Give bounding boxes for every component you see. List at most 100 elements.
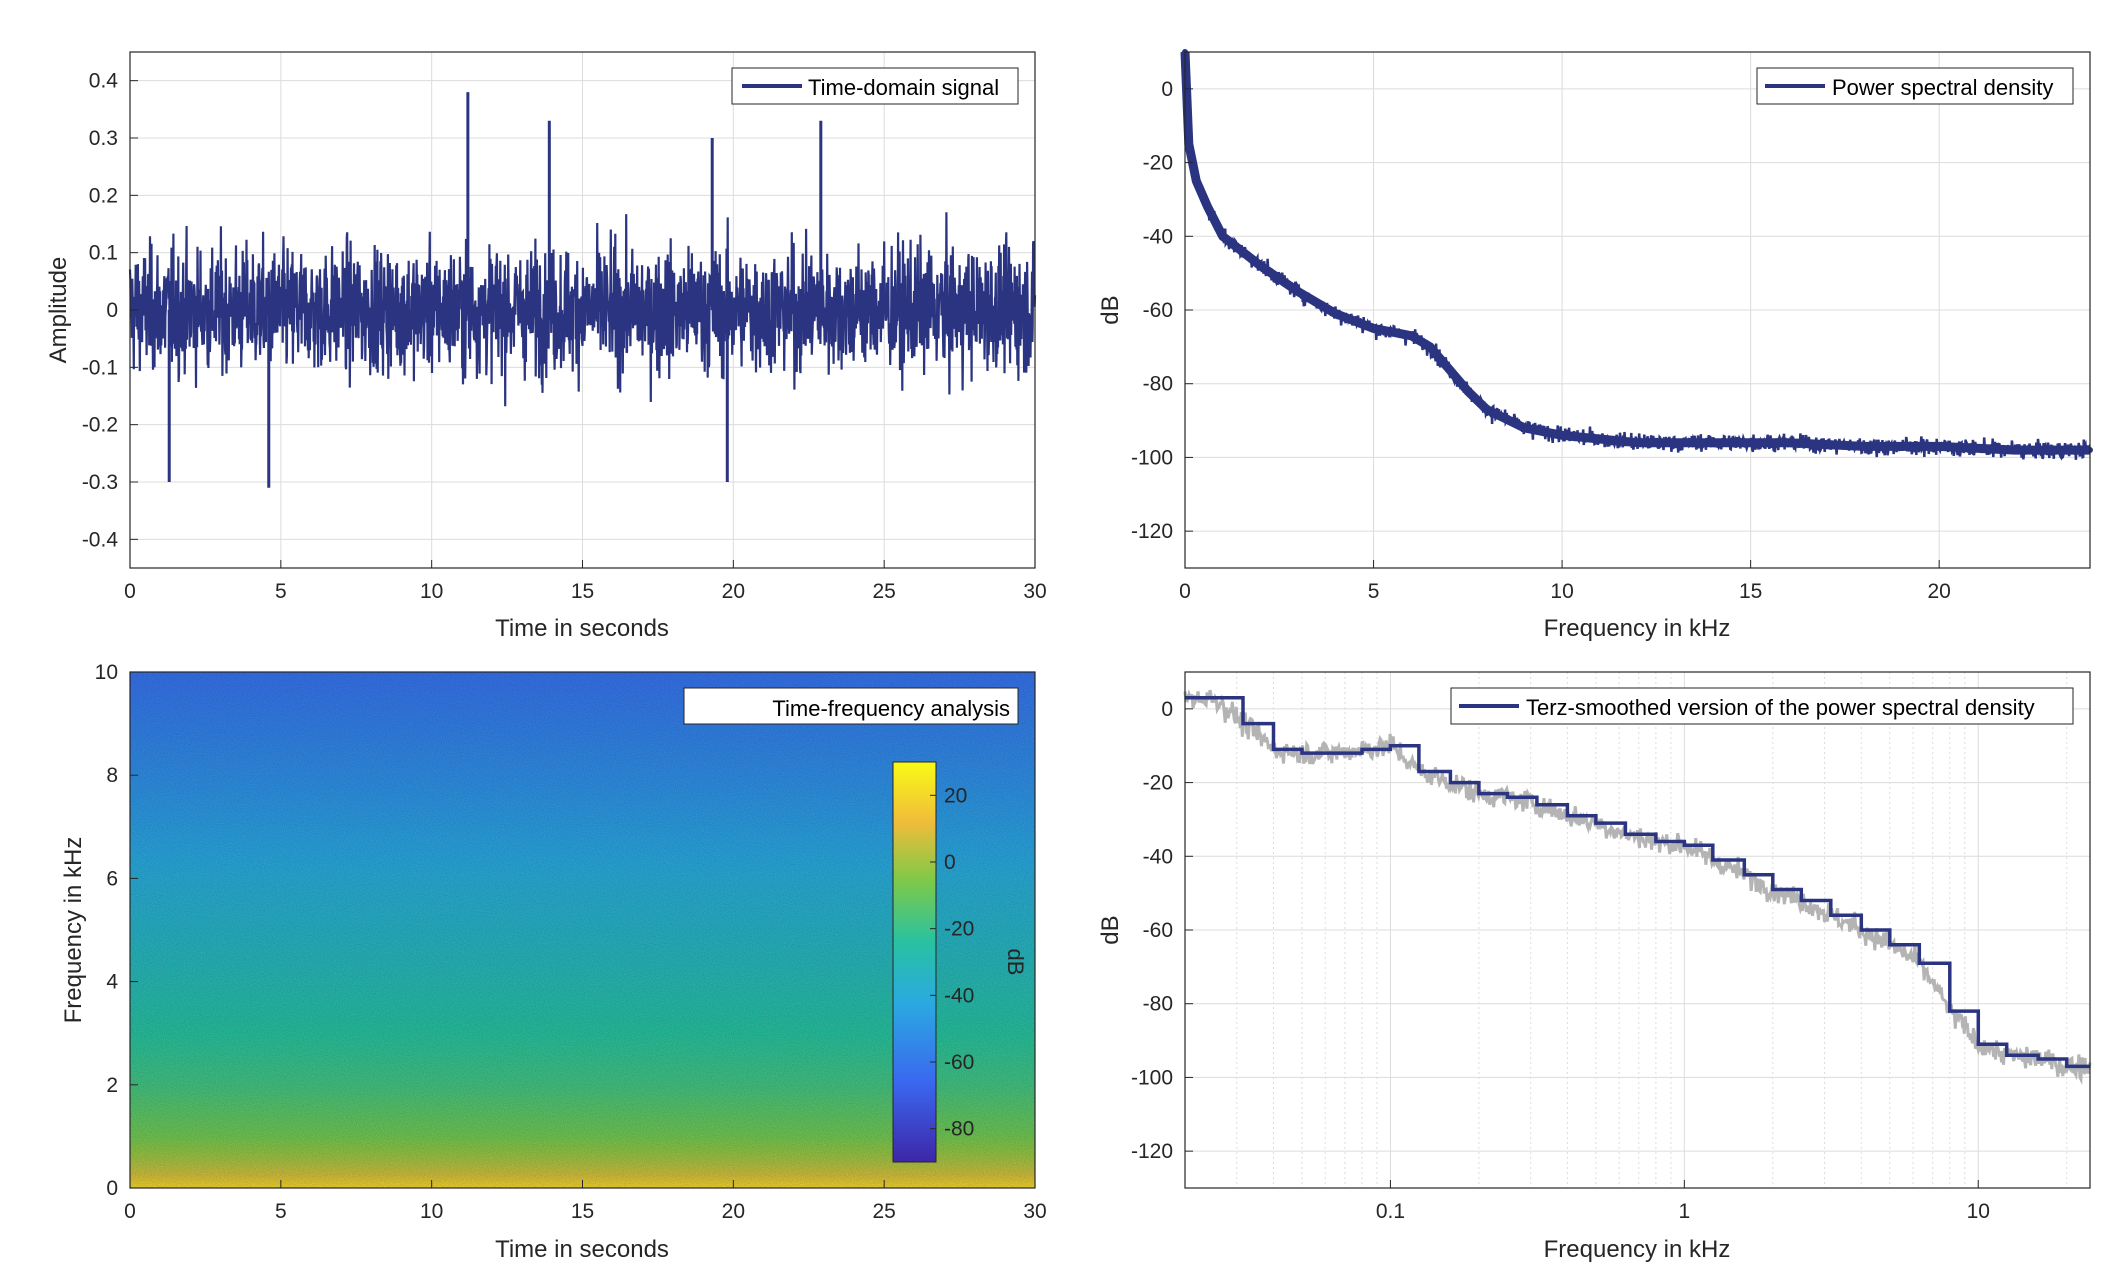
psd-point [1408,333,1414,339]
y-tick-label: 0.3 [89,127,118,150]
y-tick-label: -20 [1143,152,1173,175]
psd-point [1785,440,1791,446]
psd-point [1220,233,1226,239]
y-tick-label: -40 [1143,225,1173,248]
x-tick-label: 20 [722,1200,745,1223]
psd-point [1186,141,1192,147]
psd-point [1465,388,1471,394]
psd-point [1710,440,1716,446]
y-tick-label: -100 [1131,446,1173,469]
terz-series [1185,690,2090,1079]
y-tick-label: -80 [1143,373,1173,396]
y-axis-label: Frequency in kHz [60,837,87,1024]
y-tick-label: 0 [106,1177,118,1200]
y-tick-label: -60 [1143,919,1173,942]
y-tick-label: -80 [1143,993,1173,1016]
terz-step-line [1185,698,2090,1067]
y-tick-label: 0.2 [89,184,118,207]
y-tick-label: -20 [1143,772,1173,795]
legend: Power spectral density [1757,68,2073,104]
y-tick-label: 0 [106,299,118,322]
x-tick-label: 20 [722,580,745,603]
x-tick-label: 10 [1967,1200,1990,1223]
x-axis-label: Time in seconds [495,615,669,642]
x-tick-label: 10 [1550,580,1573,603]
y-tick-label: -40 [1143,845,1173,868]
x-tick-label: 0 [1179,580,1191,603]
y-tick-label: 10 [95,661,118,684]
legend: Time-frequency analysis [684,688,1018,724]
x-tick-label: 30 [1023,1200,1046,1223]
y-tick-label: 0.1 [89,242,118,265]
y-tick-label: 0.4 [89,70,119,93]
psd-point [1193,178,1199,184]
y-axis-label: dB [1097,915,1124,944]
psd-point [2012,447,2018,453]
x-tick-label: 30 [1023,580,1046,603]
y-axis-label: dB [1097,295,1124,324]
y-tick-label: -0.1 [82,356,118,379]
x-tick-label: 5 [275,580,287,603]
x-tick-label: 25 [872,580,895,603]
psd-point [1333,311,1339,317]
legend-label: Power spectral density [1832,75,2053,100]
y-tick-label: 2 [106,1074,118,1097]
raw-psd-line [1185,690,2090,1079]
colorbar-tick-label: -80 [944,1118,974,1141]
y-tick-label: 8 [106,764,118,787]
y-tick-label: -0.2 [82,414,118,437]
y-tick-label: -0.3 [82,471,118,494]
x-axis-label: Frequency in kHz [1544,615,1731,642]
colorbar-tick-label: 20 [944,784,967,807]
x-tick-label: 15 [571,1200,594,1223]
y-axis-label: Amplitude [45,257,72,364]
legend-label: Time-frequency analysis [772,696,1010,721]
chart-time-domain: 0 5 10 15 20 25 30 -0.4 -0.3 -0.2 -0.1 0 0.1 0.2 0.3 0.… [45,52,1047,642]
psd-point [1371,325,1377,331]
x-tick-label: 15 [571,580,594,603]
psd-point [1559,432,1565,438]
psd-point [1635,440,1641,446]
psd-series [1182,49,2093,460]
x-tick-label: 5 [1368,580,1380,603]
y-tick-label: -60 [1143,299,1173,322]
x-tick-label: 0 [124,580,136,603]
x-tick-label: 10 [420,1200,443,1223]
psd-point [1597,436,1603,442]
psd-trend-line [1185,52,2090,450]
psd-point [1936,443,1942,449]
x-tick-label: 10 [420,580,443,603]
colorbar-tick-label: 0 [944,851,956,874]
y-tick-label: 0 [1161,78,1173,101]
psd-point [1861,443,1867,449]
x-axis-label: Time in seconds [495,1236,669,1263]
y-tick-label: 6 [106,867,118,890]
x-tick-label: 15 [1739,580,1762,603]
y-tick-label: -0.4 [82,528,119,551]
y-tick-label: -120 [1131,520,1173,543]
psd-point [1239,248,1245,254]
x-tick-label: 0.1 [1376,1200,1405,1223]
psd-point [1521,425,1527,431]
chart-power-spectral-density: 0 5 10 15 20 -120 -100 -80 -60 -40 -20 0 Frequency … [1097,49,2093,642]
y-tick-label: -100 [1131,1066,1173,1089]
legend-label: Terz-smoothed version of the power spect… [1526,695,2035,720]
psd-point [1257,263,1263,269]
y-tick-label: -120 [1131,1140,1173,1163]
psd-point [1427,344,1433,350]
x-tick-label: 25 [872,1200,895,1223]
y-tick-label: 0 [1161,698,1173,721]
colorbar-label: dB [1003,949,1028,976]
x-tick-label: 20 [1927,580,1950,603]
colorbar-tick-label: -40 [944,984,974,1007]
colorbar-tick-label: -60 [944,1051,974,1074]
psd-noise-line [1185,54,2090,460]
psd-point [1295,289,1301,295]
x-axis-label: Frequency in kHz [1544,1236,1731,1263]
psd-point [1484,407,1490,413]
x-tick-label: 5 [275,1200,287,1223]
